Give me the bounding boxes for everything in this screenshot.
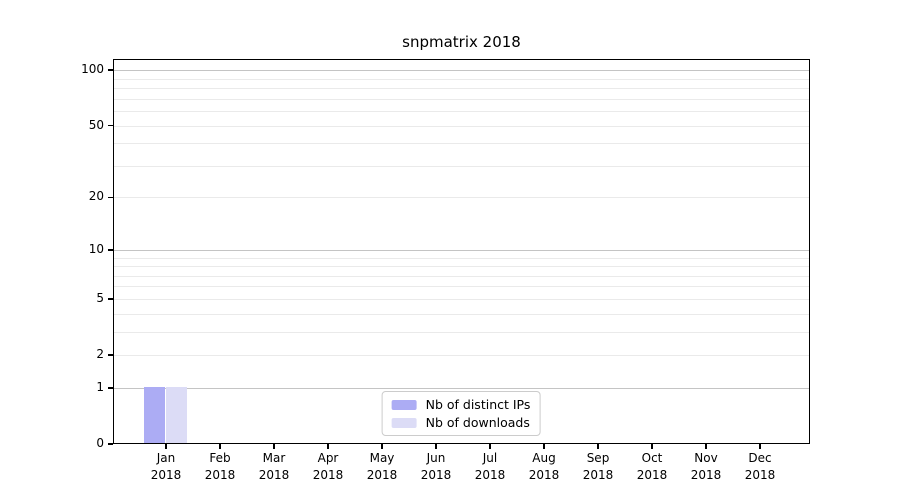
x-axis-tick — [381, 444, 383, 449]
legend-label: Nb of distinct IPs — [425, 397, 531, 412]
x-tick-month: Aug — [532, 451, 556, 465]
minor-gridline — [114, 78, 809, 80]
y-axis-tick — [108, 249, 113, 251]
y-axis-tick — [108, 124, 113, 127]
y-tick-label: 100 — [81, 62, 104, 77]
legend: Nb of distinct IPs Nb of downloads — [381, 391, 541, 436]
y-axis-tick — [108, 298, 113, 300]
x-tick-year: 2018 — [474, 468, 506, 482]
x-tick-year: 2018 — [636, 468, 668, 482]
minor-gridline — [114, 331, 809, 333]
x-tick-year: 2018 — [528, 468, 560, 482]
x-axis-tick — [705, 444, 707, 449]
x-tick-year: 2018 — [312, 468, 344, 482]
y-tick-label: 5 — [96, 290, 104, 305]
y-tick-label: 0 — [96, 436, 104, 450]
x-tick-month: Sep — [586, 451, 610, 465]
x-tick-label: Nov 2018 — [676, 450, 736, 484]
y-tick-label: 50 — [88, 117, 104, 132]
x-tick-year: 2018 — [744, 468, 776, 482]
minor-gridline — [114, 125, 809, 127]
minor-gridline — [114, 257, 809, 259]
x-tick-year: 2018 — [150, 468, 182, 482]
y-tick-label: 10 — [88, 241, 104, 256]
minor-gridline — [114, 286, 809, 288]
minor-gridline — [114, 266, 809, 268]
y-axis-tick — [108, 69, 113, 71]
x-tick-month: Nov — [694, 451, 718, 465]
legend-swatch — [391, 417, 417, 428]
x-tick-label: Sep 2018 — [568, 450, 628, 484]
x-tick-label: Mar 2018 — [244, 450, 304, 484]
legend-entry: Nb of distinct IPs — [391, 396, 531, 413]
y-tick-label: 1 — [96, 379, 104, 394]
bar-distinct-ips — [143, 386, 166, 443]
major-gridline — [114, 387, 809, 389]
bar-downloads — [165, 386, 188, 443]
x-axis-tick — [543, 444, 545, 449]
x-tick-month: Jun — [426, 451, 446, 465]
minor-gridline — [114, 355, 809, 357]
x-tick-month: Dec — [748, 451, 772, 465]
minor-gridline — [114, 298, 809, 300]
x-tick-label: Jan 2018 — [136, 450, 196, 484]
x-tick-year: 2018 — [204, 468, 236, 482]
x-tick-label: Dec 2018 — [730, 450, 790, 484]
minor-gridline — [114, 197, 809, 199]
legend-entry: Nb of downloads — [391, 414, 531, 431]
x-axis-tick — [597, 444, 599, 449]
x-tick-label: Jun 2018 — [406, 450, 466, 484]
x-tick-label: Oct 2018 — [622, 450, 682, 484]
y-axis-tick — [108, 387, 113, 389]
x-tick-label: Apr 2018 — [298, 450, 358, 484]
x-tick-month: May — [369, 451, 395, 465]
x-axis-tick — [273, 444, 275, 449]
x-tick-label: Jul 2018 — [460, 450, 520, 484]
x-tick-month: Apr — [317, 451, 339, 465]
y-tick-label: 20 — [88, 189, 104, 204]
x-tick-label: Feb 2018 — [190, 450, 250, 484]
minor-gridline — [114, 165, 809, 167]
x-tick-year: 2018 — [420, 468, 452, 482]
x-tick-year: 2018 — [582, 468, 614, 482]
y-tick-label: 2 — [96, 347, 104, 362]
x-tick-month: Jan — [156, 451, 176, 465]
x-tick-month: Oct — [641, 451, 663, 465]
minor-gridline — [114, 111, 809, 113]
y-axis-tick — [108, 354, 113, 356]
x-tick-year: 2018 — [690, 468, 722, 482]
x-tick-year: 2018 — [366, 468, 398, 482]
plot-area — [113, 59, 810, 444]
x-axis-tick — [651, 444, 653, 449]
x-axis-tick — [759, 444, 761, 449]
major-gridline — [114, 249, 809, 251]
y-axis-tick — [108, 196, 113, 199]
x-tick-year: 2018 — [258, 468, 290, 482]
x-tick-label: May 2018 — [352, 450, 412, 484]
x-tick-month: Mar — [262, 451, 286, 465]
x-tick-label: Aug 2018 — [514, 450, 574, 484]
minor-gridline — [114, 143, 809, 145]
minor-gridline — [114, 88, 809, 90]
y-axis-tick — [108, 443, 113, 445]
minor-gridline — [114, 275, 809, 277]
x-axis-tick — [219, 444, 221, 449]
x-axis-tick — [435, 444, 437, 449]
x-axis-tick — [489, 444, 491, 449]
legend-label: Nb of downloads — [425, 415, 530, 430]
x-axis-tick — [165, 444, 167, 449]
chart-title: snpmatrix 2018 — [402, 33, 521, 51]
minor-gridline — [114, 313, 809, 315]
x-tick-month: Feb — [209, 451, 231, 465]
major-gridline — [114, 70, 809, 72]
legend-swatch — [391, 399, 417, 410]
x-tick-month: Jul — [482, 451, 498, 465]
x-axis-tick — [327, 444, 329, 449]
minor-gridline — [114, 98, 809, 100]
